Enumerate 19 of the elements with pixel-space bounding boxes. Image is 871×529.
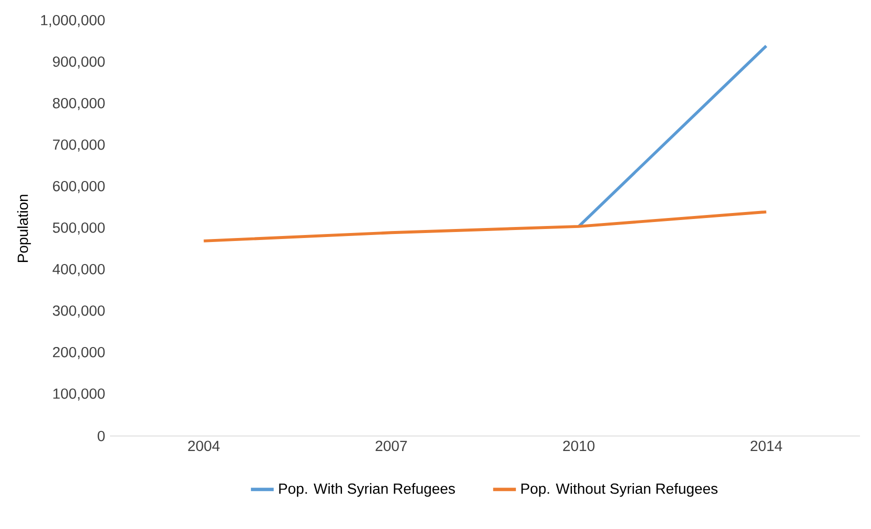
- y-tick-label: 100,000: [53, 388, 105, 401]
- legend-label: Pop. With Syrian Refugees: [279, 483, 455, 497]
- y-tick-label: 300,000: [52, 305, 105, 318]
- y-tick-label: 0: [98, 430, 105, 442]
- legend-label: Pop. Without Syrian Refugees: [521, 483, 718, 497]
- x-tick-label: 2010: [563, 440, 594, 452]
- x-tick-label: 2004: [188, 440, 220, 452]
- y-tick-label: 600,000: [53, 180, 105, 194]
- y-tick-label: 500,000: [52, 222, 105, 235]
- y-tick-label: 900,000: [52, 56, 105, 69]
- x-tick-label: 2014: [750, 440, 782, 452]
- x-tick-label: 2007: [376, 440, 407, 452]
- y-tick-label: 800,000: [52, 98, 105, 110]
- line-series: [202, 210, 768, 242]
- y-axis-title: Population: [17, 194, 31, 262]
- y-tick-label: 1,000,000: [41, 14, 105, 28]
- y-tick-label: 200,000: [53, 346, 105, 360]
- y-tick-label: 700,000: [53, 139, 105, 152]
- y-tick-label: 400,000: [52, 264, 105, 276]
